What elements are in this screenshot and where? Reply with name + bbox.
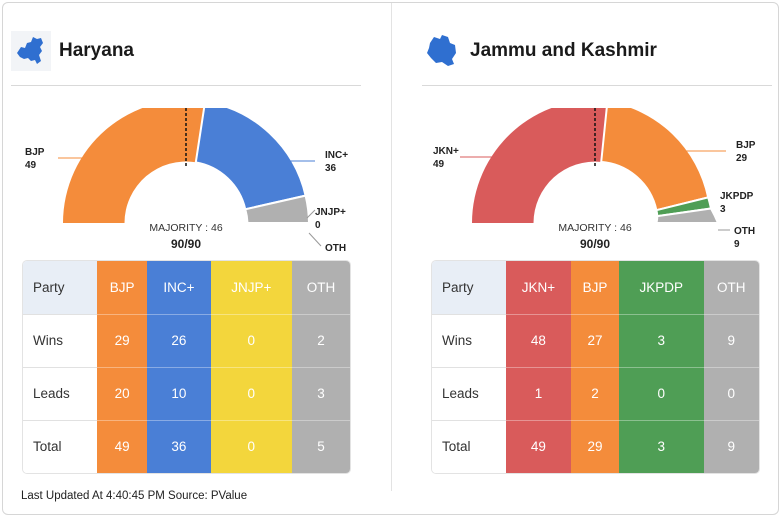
- arc-label-value: 0: [315, 220, 321, 231]
- table-row: Total 49 29 3 9: [432, 419, 759, 473]
- arc-segment-inc: [194, 108, 307, 211]
- party-column-header: INC+: [147, 261, 211, 314]
- table-cell: 5: [292, 419, 350, 473]
- arc-label-name: JKPDP: [720, 191, 754, 202]
- table-cell: 9: [703, 419, 759, 473]
- arc-label-value: 36: [325, 163, 337, 174]
- results-table: Party JKN+ BJP JKPDP OTH Wins 48 27 3 9 …: [432, 261, 759, 473]
- arc-label-value: 3: [720, 204, 726, 215]
- state-header: Jammu and Kashmir: [422, 31, 657, 71]
- party-column-header: JNJP+: [210, 261, 293, 314]
- haryana-map-icon: [11, 31, 51, 71]
- party-header: Party: [432, 261, 506, 314]
- arc-label-value: 49: [433, 159, 445, 170]
- jammu-kashmir-map-icon: [427, 35, 456, 66]
- arc-label-value: 9: [734, 239, 740, 250]
- state-title: Jammu and Kashmir: [470, 40, 657, 61]
- party-column-header: JKN+: [506, 261, 571, 314]
- state-panel-haryana: Haryana BJP 49 INC+ 36 JNJP+ 0 OTH MAJOR…: [3, 3, 391, 491]
- table-row: Leads 1 2 0 0: [432, 366, 759, 420]
- table-cell: 27: [570, 313, 620, 367]
- table-cell: 3: [619, 313, 704, 367]
- party-column-header: OTH: [292, 261, 350, 314]
- party-column-header: BJP: [97, 261, 148, 314]
- table-row: Leads 20 10 0 3: [23, 366, 350, 420]
- table-cell: 0: [703, 366, 759, 420]
- arc-label-name: OTH: [734, 226, 755, 237]
- arc-label-name: BJP: [25, 147, 45, 158]
- arc-label-name: BJP: [736, 140, 756, 151]
- state-panel-jammu-kashmir: Jammu and Kashmir JKN+ 49 BJP 29 JKPDP 3…: [392, 3, 780, 491]
- table-row: Total 49 36 0 5: [23, 419, 350, 473]
- table-cell: 10: [147, 366, 211, 420]
- table-cell: 49: [97, 419, 148, 473]
- table-cell: 29: [570, 419, 620, 473]
- row-label: Leads: [23, 366, 97, 420]
- party-column-header: BJP: [570, 261, 620, 314]
- table-cell: 0: [210, 313, 293, 367]
- table-cell: 0: [619, 366, 704, 420]
- table-row: Wins 29 26 0 2: [23, 313, 350, 367]
- row-label: Total: [23, 419, 97, 473]
- table-cell: 36: [147, 419, 211, 473]
- table-cell: 48: [506, 313, 571, 367]
- majority-label: MAJORITY : 46: [149, 222, 222, 234]
- arc-label-name: JKN+: [433, 146, 459, 157]
- arc-segment-oth: [655, 207, 720, 224]
- arc-label-name: OTH: [325, 243, 346, 254]
- last-updated-footer: Last Updated At 4:40:45 PM Source: PValu…: [21, 490, 248, 502]
- party-column-header: JKPDP: [619, 261, 704, 314]
- seat-arc-chart: JKN+ 49 BJP 29 JKPDP 3 OTH 9 MAJORITY : …: [433, 108, 756, 251]
- seat-count: 90/90: [171, 237, 201, 251]
- arc-segment-oth: [244, 194, 311, 224]
- table-cell: 9: [703, 313, 759, 367]
- party-header: Party: [23, 261, 97, 314]
- arc-label-value: 29: [736, 153, 748, 164]
- table-row: Wins 48 27 3 9: [432, 313, 759, 367]
- majority-label: MAJORITY : 46: [558, 222, 631, 234]
- header-divider: [11, 85, 361, 86]
- table-cell: 2: [292, 313, 350, 367]
- row-label: Total: [432, 419, 506, 473]
- arc-segment-jkn: [472, 108, 607, 223]
- arc-segment-bjp: [63, 108, 205, 223]
- arc-label-name: INC+: [325, 150, 348, 161]
- seat-count: 90/90: [580, 237, 610, 251]
- arc-label-value: 49: [25, 160, 37, 171]
- table-cell: 1: [506, 366, 571, 420]
- table-cell: 0: [210, 366, 293, 420]
- table-cell: 3: [292, 366, 350, 420]
- table-cell: 29: [97, 313, 148, 367]
- table-cell: 26: [147, 313, 211, 367]
- header-divider: [422, 85, 772, 86]
- state-header: Haryana: [11, 31, 134, 71]
- party-column-header: OTH: [703, 261, 759, 314]
- row-label: Wins: [432, 313, 506, 367]
- row-label: Leads: [432, 366, 506, 420]
- arc-segment-bjp: [600, 108, 710, 212]
- seat-arc-chart: BJP 49 INC+ 36 JNJP+ 0 OTH MAJORITY : 46…: [25, 108, 348, 254]
- table-cell: 2: [570, 366, 620, 420]
- table-cell: 20: [97, 366, 148, 420]
- arc-label-name: JNJP+: [315, 207, 346, 218]
- state-title: Haryana: [59, 40, 134, 61]
- panel-divider: [391, 3, 392, 491]
- row-label: Wins: [23, 313, 97, 367]
- table-cell: 3: [619, 419, 704, 473]
- table-cell: 0: [210, 419, 293, 473]
- table-cell: 49: [506, 419, 571, 473]
- results-table: Party BJP INC+ JNJP+ OTH Wins 29 26 0 2 …: [23, 261, 350, 473]
